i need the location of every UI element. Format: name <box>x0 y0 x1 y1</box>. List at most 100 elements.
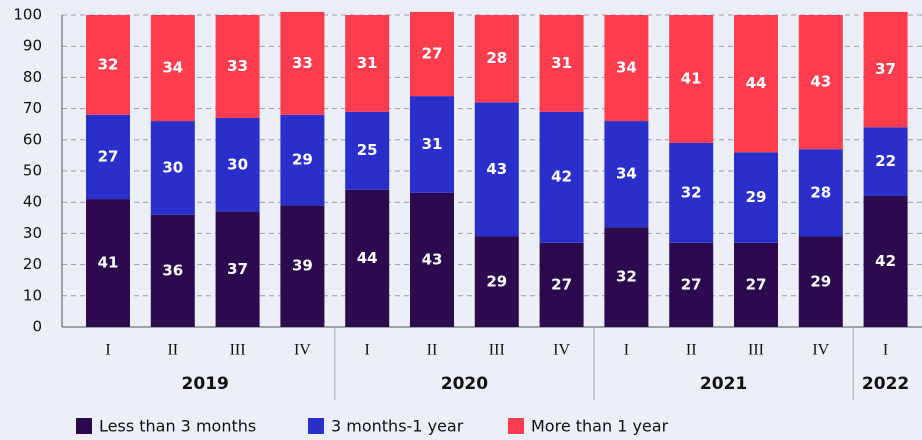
bar-segment <box>539 242 584 327</box>
data-label: 43 <box>422 250 443 268</box>
bar-segment <box>474 102 519 237</box>
x-tick-label: II <box>427 342 438 359</box>
data-label: 34 <box>616 59 637 77</box>
bar-segment <box>345 189 390 327</box>
data-label: 41 <box>681 69 702 87</box>
data-label: 29 <box>292 151 313 169</box>
data-label: 29 <box>810 272 831 290</box>
group-label: 2021 <box>700 374 747 394</box>
bar-segment <box>798 149 843 237</box>
data-label: 29 <box>486 272 507 290</box>
data-label: 41 <box>98 254 119 272</box>
bar-segment <box>863 11 908 128</box>
y-tick-label: 70 <box>23 99 42 117</box>
bar-segment <box>410 11 454 97</box>
data-label: 36 <box>162 261 183 279</box>
bar-segment <box>539 15 584 112</box>
legend-swatch <box>76 418 92 434</box>
x-tick-label: I <box>365 342 370 359</box>
bar-segment <box>734 15 778 153</box>
data-label: 31 <box>551 54 572 72</box>
data-label: 31 <box>357 54 378 72</box>
bar-segment <box>150 121 195 215</box>
data-label: 34 <box>616 165 637 183</box>
data-label: 27 <box>681 275 702 293</box>
bar-segment <box>215 15 260 118</box>
bar-segment <box>669 242 714 327</box>
data-label: 44 <box>357 249 378 267</box>
legend-swatch <box>308 418 324 434</box>
legend-label: More than 1 year <box>531 417 669 436</box>
bar-segment <box>150 214 195 327</box>
data-label: 22 <box>875 152 896 170</box>
data-label: 44 <box>746 74 767 92</box>
bar-segment <box>604 15 649 122</box>
y-tick-label: 60 <box>23 130 42 148</box>
x-tick-label: IV <box>294 342 311 359</box>
data-label: 31 <box>422 135 443 153</box>
bar-segment <box>798 15 843 150</box>
bar-segment <box>798 236 843 327</box>
y-tick-label: 50 <box>23 162 42 180</box>
data-label: 39 <box>292 257 313 275</box>
bar-segment <box>474 15 519 103</box>
data-label: 25 <box>357 141 378 159</box>
bar-segment <box>604 121 649 228</box>
data-label: 28 <box>486 49 507 67</box>
bar-segment <box>280 205 325 327</box>
bar-segment <box>410 96 454 193</box>
data-label: 34 <box>162 59 183 77</box>
bar-segment <box>86 114 130 200</box>
y-tick-label: 10 <box>23 286 42 304</box>
bar-segment <box>280 114 325 206</box>
data-label: 33 <box>227 57 248 75</box>
group-label: 2022 <box>862 374 909 394</box>
x-tick-label: I <box>105 342 110 359</box>
x-tick-label: III <box>489 342 505 359</box>
bar-segment <box>280 11 325 115</box>
data-label: 43 <box>486 160 507 178</box>
legend-swatch <box>508 418 524 434</box>
y-tick-label: 100 <box>13 6 42 24</box>
bar-segment <box>734 242 778 327</box>
data-label: 30 <box>162 158 183 176</box>
legend-label: 3 months-1 year <box>331 417 464 436</box>
data-label: 32 <box>616 268 637 286</box>
x-tick-label: IV <box>812 342 829 359</box>
y-tick-label: 90 <box>23 37 42 55</box>
bar-segment <box>86 15 130 115</box>
bar-segment <box>669 15 714 143</box>
bar-segment <box>669 142 714 243</box>
data-label: 42 <box>875 252 896 270</box>
bar-segment <box>863 195 908 327</box>
x-tick-label: II <box>686 342 697 359</box>
legend-label: Less than 3 months <box>99 417 256 436</box>
bar-segment <box>863 127 908 196</box>
bar-segment <box>86 199 130 327</box>
data-label: 27 <box>746 275 767 293</box>
x-tick-label: III <box>230 342 246 359</box>
data-label: 37 <box>875 60 896 78</box>
bar-segment <box>345 15 390 112</box>
data-label: 37 <box>227 260 248 278</box>
bar-segment <box>539 111 584 243</box>
y-tick-label: 20 <box>23 255 42 273</box>
data-label: 27 <box>422 45 443 63</box>
x-tick-label: IV <box>553 342 570 359</box>
data-label: 32 <box>681 183 702 201</box>
bar-segment <box>734 152 778 243</box>
bar-segment <box>604 227 649 327</box>
bar-segment <box>345 111 390 190</box>
bar-segment <box>150 15 195 122</box>
data-label: 33 <box>292 54 313 72</box>
data-label: 43 <box>810 73 831 91</box>
x-tick-label: I <box>883 342 888 359</box>
data-label: 27 <box>551 275 572 293</box>
data-label: 28 <box>810 183 831 201</box>
bar-segment <box>474 236 519 327</box>
data-label: 29 <box>746 188 767 206</box>
group-label: 2019 <box>182 374 229 394</box>
y-tick-label: 40 <box>23 193 42 211</box>
